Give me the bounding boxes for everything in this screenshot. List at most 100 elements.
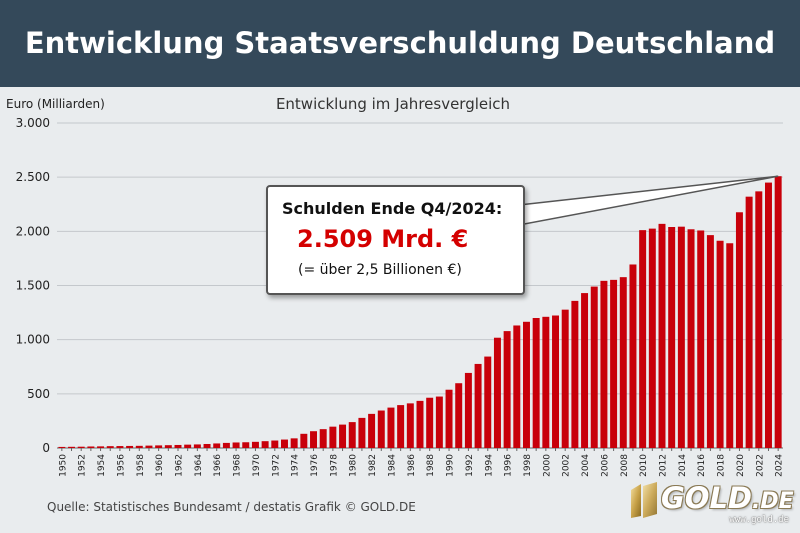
bar-2006	[600, 280, 608, 448]
bar-1989	[435, 396, 443, 448]
bar-2023	[764, 182, 772, 449]
bar-1992	[464, 372, 472, 448]
bar-1999	[532, 318, 540, 448]
x-tick-label: 1980	[349, 454, 359, 477]
bar-2012	[658, 223, 666, 448]
bar-2013	[668, 227, 676, 448]
bar-1963	[184, 444, 192, 448]
x-tick-label: 1972	[271, 454, 281, 477]
bar-2021	[745, 196, 753, 448]
bar-2016	[697, 230, 705, 448]
bar-2000	[542, 316, 550, 448]
x-tick-label: 2014	[678, 454, 688, 477]
y-tick-label: 0	[42, 441, 50, 455]
bar-1956	[116, 446, 124, 448]
x-tick-label: 1960	[155, 454, 165, 477]
bar-1975	[300, 433, 308, 448]
bar-1977	[319, 429, 327, 448]
x-tick-label: 1964	[194, 454, 204, 477]
source-note: Quelle: Statistisches Bundesamt / destat…	[47, 500, 416, 514]
bar-1988	[426, 397, 434, 448]
bar-1996	[503, 331, 511, 448]
gold-bars-icon	[631, 482, 657, 518]
bar-1983	[377, 410, 385, 448]
x-tick-label: 1954	[97, 454, 107, 477]
bar-2020	[735, 212, 743, 448]
bar-1959	[145, 445, 153, 448]
x-tick-label: 1956	[116, 454, 126, 477]
bar-1966	[213, 443, 221, 448]
bar-2002	[561, 309, 569, 448]
x-tick-label: 2018	[717, 454, 727, 477]
bar-1974	[290, 438, 298, 448]
bar-1980	[348, 422, 356, 448]
page-title: Entwicklung Staatsverschuldung Deutschla…	[0, 0, 800, 87]
bar-1957	[126, 445, 134, 448]
bar-2008	[619, 277, 627, 448]
x-tick-label: 2022	[755, 454, 765, 477]
bar-1982	[368, 413, 376, 448]
bar-1971	[261, 441, 269, 448]
y-tick-label: 2.000	[16, 224, 50, 238]
bar-1962	[174, 444, 182, 448]
bar-1978	[329, 426, 337, 448]
bar-1954	[97, 446, 105, 448]
bar-1961	[164, 445, 172, 448]
y-tick-label: 3.000	[16, 116, 50, 130]
bar-1967	[222, 442, 230, 448]
logo-url: www.gold.de	[729, 515, 789, 525]
bar-2009	[629, 264, 637, 448]
x-tick-label: 1986	[407, 454, 417, 477]
callout-title: Schulden Ende Q4/2024:	[282, 199, 503, 218]
x-tick-label: 2002	[562, 454, 572, 477]
bar-1998	[522, 321, 530, 448]
gold-de-logo: GOLD.DE www.gold.de	[627, 478, 795, 528]
x-tick-label: 1994	[484, 454, 494, 477]
bar-1984	[387, 407, 395, 448]
x-axis-ticks: 1950 1952 1954 1956 1958 1960 1962 1964 1966 1968…	[58, 448, 785, 477]
x-tick-label: 1992	[465, 454, 475, 477]
y-tick-label: 1.500	[16, 279, 50, 293]
bar-1950	[58, 446, 66, 448]
bar-1981	[358, 417, 366, 448]
bar-2018	[716, 240, 724, 448]
bar-1973	[280, 439, 288, 448]
callout-note: (= über 2,5 Billionen €)	[298, 262, 462, 278]
bar-2014	[677, 226, 685, 448]
bar-1991	[455, 383, 463, 448]
bar-2003	[571, 300, 579, 448]
x-tick-label: 2004	[581, 454, 591, 477]
x-tick-label: 1990	[446, 454, 456, 477]
bar-2017	[706, 235, 714, 448]
bar-1970	[251, 441, 259, 448]
x-tick-label: 1968	[233, 454, 243, 477]
bar-1985	[397, 405, 405, 448]
bar-1997	[513, 325, 521, 448]
bar-1952	[77, 446, 85, 448]
bar-1990	[445, 389, 453, 448]
bar-2011	[648, 228, 656, 448]
callout-value: 2.509 Mrd. €	[297, 225, 469, 253]
bar-1987	[416, 400, 424, 448]
bar-1976	[310, 431, 318, 448]
bar-1965	[203, 443, 211, 448]
bar-1986	[406, 403, 414, 448]
y-tick-label: 2.500	[16, 170, 50, 184]
bar-1995	[493, 337, 501, 448]
x-tick-label: 1962	[175, 454, 185, 477]
x-tick-label: 1978	[329, 454, 339, 477]
bar-1969	[242, 442, 250, 448]
x-tick-label: 1996	[504, 454, 514, 477]
x-tick-label: 1984	[387, 454, 397, 477]
bar-chart: Entwicklung im Jahresvergleich Euro (Mil…	[6, 95, 785, 477]
x-tick-label: 1976	[310, 454, 320, 477]
x-tick-label: 1998	[523, 454, 533, 477]
bar-1958	[135, 445, 143, 448]
bar-1994	[484, 356, 492, 448]
y-axis-ticks: 0 500 1.000 1.500 2.000 2.500 3.000	[16, 116, 50, 455]
bars	[58, 176, 782, 449]
bar-2010	[639, 230, 647, 448]
y-tick-label: 500	[27, 387, 50, 401]
bar-2015	[687, 229, 695, 448]
x-tick-label: 2012	[659, 454, 669, 477]
